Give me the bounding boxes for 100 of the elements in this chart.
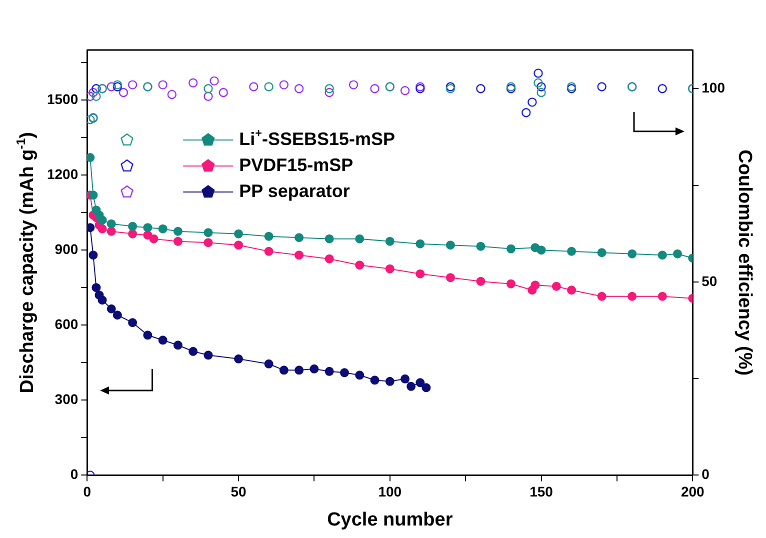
point [476, 276, 486, 286]
x-axis-title: Cycle number [327, 509, 454, 530]
point [476, 84, 486, 94]
point [534, 68, 543, 78]
point [173, 340, 182, 350]
point [87, 114, 95, 124]
y-axis-title: Discharge capacity (mAh g-1) [14, 132, 38, 394]
point [92, 283, 101, 292]
point [446, 240, 455, 250]
point [128, 222, 138, 231]
point [88, 88, 98, 98]
point [385, 236, 394, 246]
point [218, 88, 228, 98]
y-tick-label: 0 [70, 466, 78, 482]
point [476, 242, 486, 251]
point [87, 153, 95, 162]
y-tick-label: 600 [54, 316, 78, 332]
point [294, 366, 304, 375]
point [673, 249, 682, 258]
point [92, 92, 101, 101]
y2-tick-label: 100 [702, 80, 726, 96]
y-tick-label: 1200 [46, 166, 78, 182]
point [340, 368, 349, 378]
point [204, 92, 213, 101]
point [370, 84, 380, 94]
point [406, 382, 416, 391]
point [264, 359, 274, 368]
point [324, 88, 334, 98]
point [324, 254, 334, 264]
point [628, 249, 637, 258]
point [173, 236, 182, 246]
point [528, 98, 537, 107]
point [294, 84, 304, 94]
point [310, 364, 319, 374]
point [210, 76, 219, 86]
point [204, 228, 213, 238]
point [355, 234, 364, 244]
point [92, 84, 101, 94]
point [128, 318, 138, 328]
point [188, 346, 198, 356]
point [522, 108, 531, 118]
point [530, 280, 540, 290]
point [264, 246, 274, 256]
point [628, 292, 637, 301]
point [536, 88, 546, 98]
point [370, 376, 380, 385]
y2-axis-title: Coulombic efficiency (%) [734, 150, 755, 376]
point [416, 378, 425, 388]
point [249, 82, 258, 92]
point [324, 234, 334, 244]
legend-label: PVDF15-mSP [239, 154, 354, 175]
point [385, 264, 394, 274]
y2-tick-label: 0 [702, 466, 710, 482]
point [597, 292, 606, 301]
point [348, 80, 358, 90]
point [204, 84, 213, 94]
point [173, 226, 182, 236]
point [98, 224, 107, 234]
point [597, 248, 606, 258]
point [128, 229, 138, 238]
x-tick-label: 0 [83, 483, 92, 500]
point [143, 330, 152, 340]
point [400, 374, 410, 384]
point [534, 78, 543, 88]
point [264, 82, 274, 92]
point [143, 223, 152, 232]
point [416, 269, 425, 278]
y-tick-label: 1500 [46, 90, 78, 107]
point [552, 282, 561, 291]
point [279, 80, 289, 90]
point [658, 84, 667, 94]
x-tick-label: 100 [378, 483, 402, 500]
point [88, 190, 98, 200]
point [324, 84, 334, 94]
point [294, 250, 304, 260]
point [158, 336, 168, 345]
point [204, 238, 213, 248]
point [234, 354, 244, 364]
point [158, 80, 168, 90]
point [355, 370, 364, 380]
point [294, 233, 304, 242]
point [128, 80, 138, 90]
x-tick-label: 200 [680, 483, 705, 500]
point [385, 376, 394, 386]
point [506, 279, 516, 288]
point [106, 304, 116, 314]
point [400, 86, 410, 96]
point [422, 383, 431, 392]
legend-label: PP separator [239, 180, 350, 201]
point [188, 78, 198, 88]
point [118, 88, 128, 98]
point [567, 246, 576, 256]
point [234, 240, 244, 250]
y2-tick-label: 50 [702, 272, 718, 289]
point [106, 226, 116, 236]
y-tick-label: 300 [54, 391, 78, 408]
legend-label: Li+-SSEBS15-mSP [239, 126, 396, 149]
point [264, 232, 274, 241]
point [98, 296, 107, 305]
point [658, 250, 667, 260]
